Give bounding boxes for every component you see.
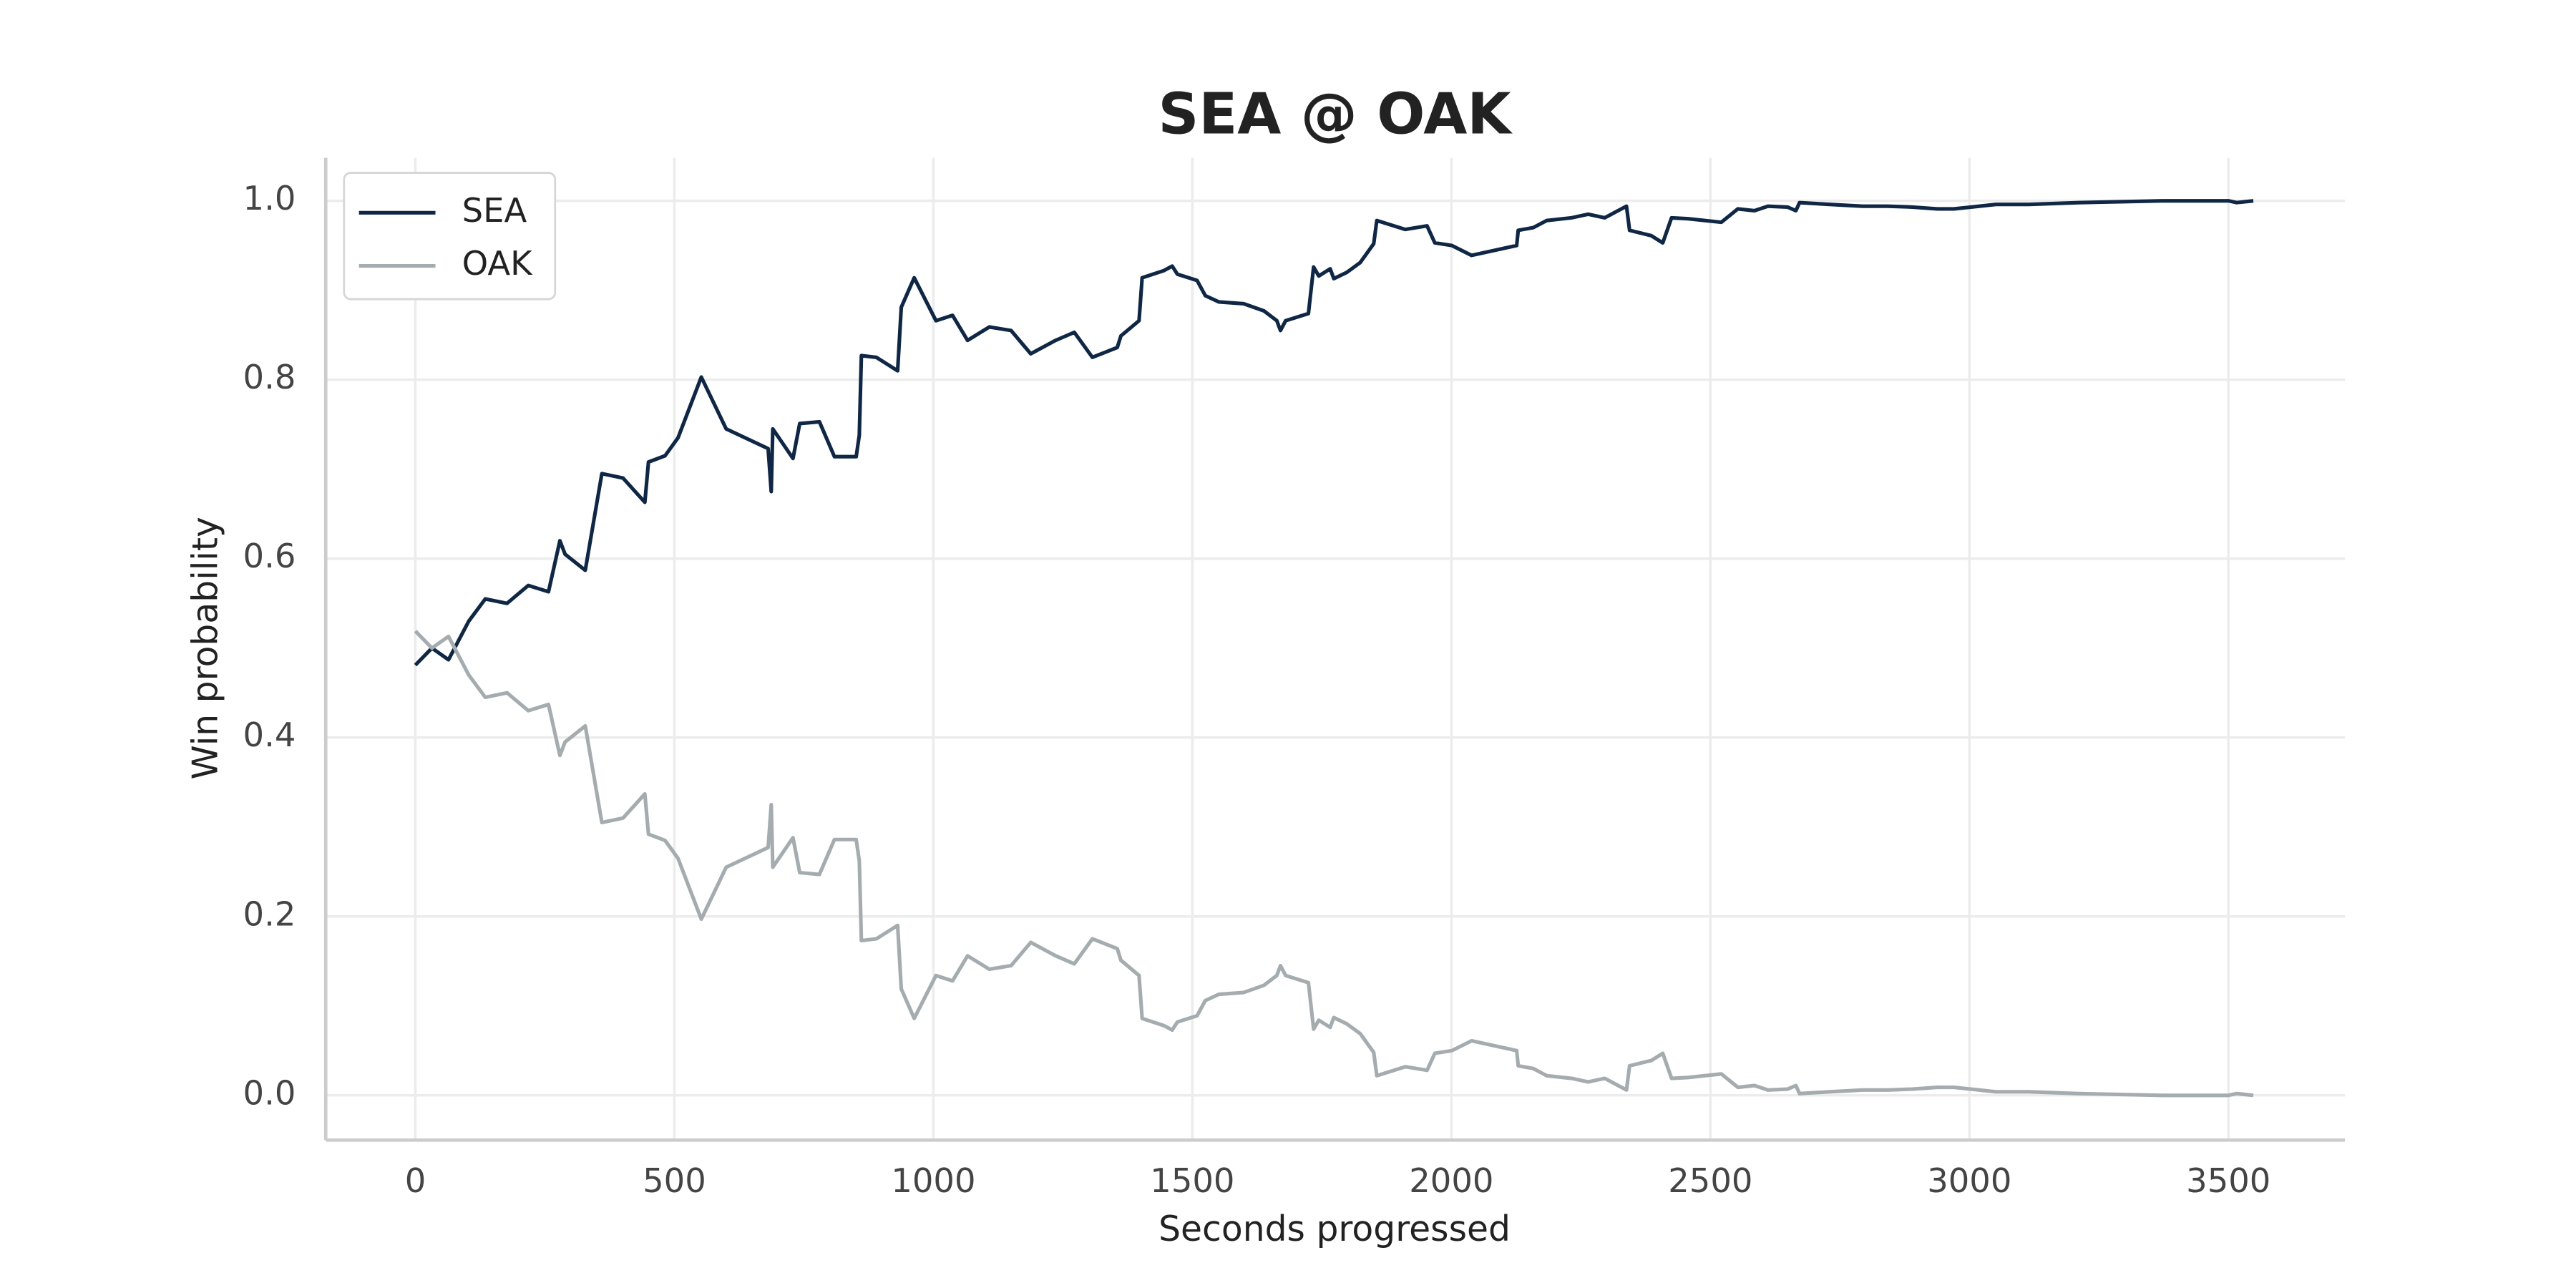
x-tick-label: 3000 [1927, 1161, 2011, 1200]
chart-title: SEA @ OAK [1158, 81, 1513, 147]
y-tick-label: 1.0 [243, 179, 296, 218]
legend-label: SEA [462, 191, 527, 230]
series-line [414, 199, 2254, 667]
y-tick-label: 0.2 [243, 894, 296, 933]
y-tick-label: 0.8 [243, 358, 296, 396]
y-tick-label: 0.6 [243, 537, 296, 575]
x-tick-label: 2500 [1668, 1161, 1752, 1200]
x-axis-label: Seconds progressed [1158, 1209, 1511, 1249]
legend: SEA OAK [343, 172, 557, 301]
y-tick-label: 0.4 [243, 716, 296, 754]
x-tick-label: 1000 [891, 1161, 975, 1200]
x-tick-label: 3500 [2186, 1161, 2270, 1200]
x-tick-label: 2000 [1409, 1161, 1493, 1200]
plot-lines [414, 199, 2254, 1098]
y-axis-label: Win probability [185, 517, 225, 779]
x-tick-label: 500 [643, 1161, 706, 1200]
legend-label: OAK [462, 244, 534, 283]
y-tick-label: 0.0 [243, 1073, 296, 1112]
x-tick-label: 0 [405, 1161, 426, 1200]
x-tick-label: 1500 [1150, 1161, 1234, 1200]
series-line [414, 630, 2254, 1098]
grid [326, 157, 2346, 1141]
